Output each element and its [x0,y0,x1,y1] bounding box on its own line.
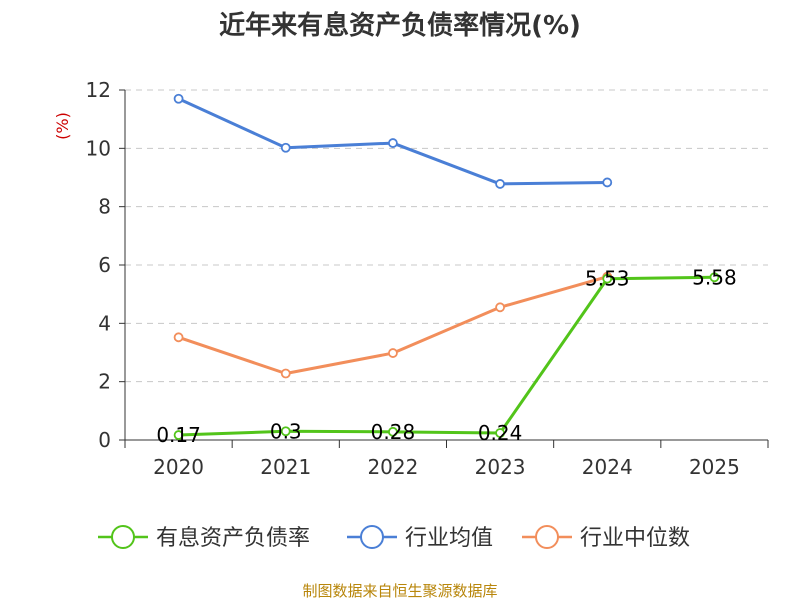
legend-label: 有息资产负债率 [156,526,310,551]
y-tick-label: 8 [98,195,111,219]
data-labels: 0.17 0.3 0.28 0.24 5.53 5.58 [156,265,736,447]
data-point [495,179,505,189]
data-point [280,142,291,153]
y-tick-label: 10 [86,136,111,160]
x-tick-label: 2021 [260,455,311,479]
series-line-0 [178,275,715,437]
series-group [173,93,720,440]
x-tick-label: 2025 [689,455,740,479]
y-axis-unit: (%) [53,112,72,140]
legend-label: 行业中位数 [580,526,690,551]
data-point [173,430,184,440]
data-label: 5.58 [692,265,737,289]
data-label: 0.17 [156,423,201,447]
data-label: 0.28 [371,420,416,444]
data-label: 5.53 [585,267,630,291]
y-tick-label: 2 [98,370,111,394]
data-point [280,426,291,437]
data-point [388,138,398,148]
y-tick-label: 12 [86,78,111,102]
legend-marker [360,525,384,549]
data-point [280,368,291,379]
data-point [173,93,184,104]
data-point [173,332,184,343]
y-tick-label: 4 [98,311,111,335]
y-tick-label: 0 [98,428,111,452]
data-label: 0.24 [478,421,523,445]
data-point [388,348,398,358]
y-tick-label: 6 [98,253,111,277]
legend-marker [535,525,559,549]
data-point [495,428,505,438]
x-tick-label: 2022 [367,455,418,479]
legend-label: 行业均值 [405,526,493,551]
axes: 0 2 4 6 8 10 12 2020 2021 2022 2023 2024 2025 [86,78,769,479]
chart-title: 近年来有息资产负债率情况(%) [219,10,581,41]
x-tick-label: 2023 [475,455,526,479]
x-tick-label: 2024 [582,455,633,479]
data-point [602,177,613,188]
data-point [495,302,505,313]
source-note: 制图数据来自恒生聚源数据库 [302,582,497,600]
gridlines [125,89,768,383]
series-line-2 [178,275,608,375]
data-point [709,272,720,283]
legend-marker [111,525,135,549]
x-tick-label: 2020 [153,455,204,479]
data-point [388,426,398,437]
data-point [602,273,613,284]
legend: 有息资产负债率 行业均值 行业中位数 [98,525,690,551]
data-label: 0.3 [270,419,302,443]
